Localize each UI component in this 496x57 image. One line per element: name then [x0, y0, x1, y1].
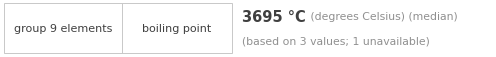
Text: boiling point: boiling point: [142, 24, 211, 33]
Text: (based on 3 values; 1 unavailable): (based on 3 values; 1 unavailable): [242, 36, 430, 46]
Bar: [4, 4, 232, 53]
Text: group 9 elements: group 9 elements: [13, 24, 112, 33]
Text: 3695 °C: 3695 °C: [242, 10, 306, 24]
Text: (degrees Celsius) (median): (degrees Celsius) (median): [307, 12, 458, 22]
